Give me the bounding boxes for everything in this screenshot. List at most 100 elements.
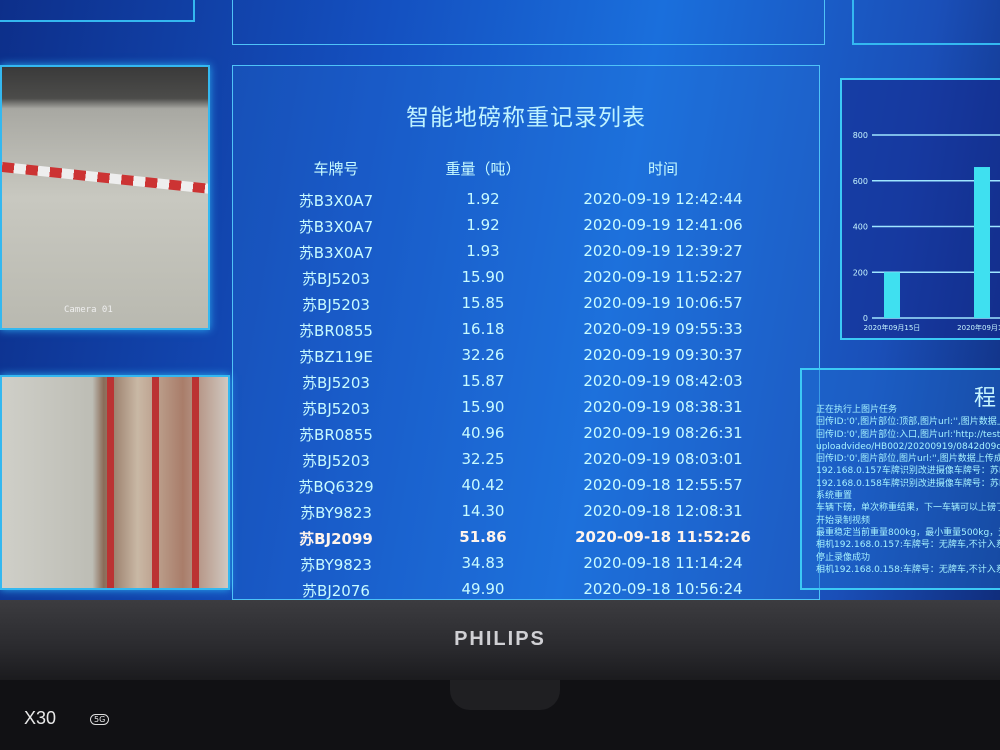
bar [884,272,900,318]
plate-cell: 苏BJ5203 [302,452,370,470]
weight-cell: 49.90 [461,580,505,598]
plate-cell: 苏B3X0A7 [298,244,374,262]
column-header-plate: 车牌号 [313,160,359,178]
table-header: 车牌号 重量（吨） 时间 [233,158,819,182]
weight-cell: 14.30 [461,502,505,520]
table-row: 苏B3X0A7 1.92 2020-09-19 12:41:06 [233,216,819,240]
camera-label: Camera 01 [64,305,113,315]
log-line: 回传ID:'0',图片部位:入口,图片url:'http://test- [816,429,1000,440]
pole [192,377,199,588]
monitor-stand [450,680,560,710]
page-title: 智能地磅称重记录列表 [406,105,646,131]
time-cell: 2020-09-18 11:52:26 [575,528,751,546]
time-cell: 2020-09-19 11:52:27 [583,268,743,286]
weight-cell: 1.92 [466,216,500,234]
x-tick-label: 2020年09月14 [957,323,1000,332]
log-title: 程 [973,386,996,411]
weight-cell: 16.18 [461,320,505,338]
table-row: 苏B3X0A7 1.92 2020-09-19 12:42:44 [233,190,819,214]
plate-cell: 苏BZ119E [299,348,373,366]
column-header-weight: 重量（吨） [445,160,521,178]
barrier-stripe [2,162,208,194]
monitor-screen: Camera 01 智能地磅称重记录列表 车牌号 重量（吨） 时间 苏B3X0A… [0,0,1000,605]
plate-cell: 苏BJ5203 [302,270,370,288]
time-cell: 2020-09-19 08:38:31 [583,398,743,416]
log-line: 相机192.168.0.157:车牌号：无牌车,不计入系统 [816,540,1000,551]
log-line: 回传ID:'0',图片部位:顶部,图片url:'',图片数据上 [816,417,1000,428]
table-row: 苏BJ5203 15.90 2020-09-19 11:52:27 [233,268,819,292]
column-header-time: 时间 [647,160,678,178]
top-left-panel [0,0,195,22]
y-tick-label: 800 [853,131,868,140]
log-line: 车辆下磅，单次称重结果，下一车辆可以上磅了 [816,503,1000,514]
plate-cell: 苏BJ2099 [299,530,373,548]
table-row: 苏BR0855 16.18 2020-09-19 09:55:33 [233,320,819,344]
weight-cell: 40.96 [461,424,505,442]
time-cell: 2020-09-18 11:14:24 [583,554,743,572]
weight-cell: 15.87 [461,372,505,390]
top-right-panel [852,0,1000,45]
weight-cell: 1.92 [466,190,500,208]
time-cell: 2020-09-18 12:55:57 [583,476,743,494]
weight-cell: 1.93 [466,242,500,260]
table-row: 苏BJ5203 15.90 2020-09-19 08:38:31 [233,398,819,422]
plate-cell: 苏BY9823 [300,556,372,574]
log-line: 相机192.168.0.158:车牌号：无牌车,不计入系统 [816,564,1000,575]
time-cell: 2020-09-19 08:42:03 [583,372,743,390]
weight-cell: 32.26 [461,346,505,364]
plate-cell: 苏B3X0A7 [298,192,374,210]
time-cell: 2020-09-19 09:30:37 [583,346,743,364]
weight-cell: 15.90 [461,398,505,416]
y-tick-label: 0 [863,314,868,323]
time-cell: 2020-09-19 08:03:01 [583,450,743,468]
table-row: 苏BJ5203 15.85 2020-09-19 10:06:57 [233,294,819,318]
table-row: 苏B3X0A7 1.93 2020-09-19 12:39:27 [233,242,819,266]
bar [974,167,990,318]
table-row: 苏BJ2099 51.86 2020-09-18 11:52:26 [233,528,819,552]
daily-weight-chart: 0 200 400 600 800 2020年09月15日 2020年09月14 [840,78,1000,340]
table-row: 苏BY9823 14.30 2020-09-18 12:08:31 [233,502,819,526]
log-line: 停止录像成功 [816,552,871,563]
weight-cell: 34.83 [461,554,505,572]
time-cell: 2020-09-18 12:08:31 [583,502,743,520]
pole [107,377,114,588]
program-log-panel: 程 正在执行上图片任务 回传ID:'0',图片部位:顶部,图片url:'',图片数… [800,368,1000,590]
plate-cell: 苏BQ6329 [298,478,374,496]
time-cell: 2020-09-19 10:06:57 [583,294,743,312]
log-line: 回传ID:'0',图片部位,图片url:'',图片数据上传成 [816,454,1000,465]
weighing-records-panel: 智能地磅称重记录列表 车牌号 重量（吨） 时间 苏B3X0A7 1.92 2020-… [232,65,820,600]
table-row: 苏BR0855 40.96 2020-09-19 08:26:31 [233,424,819,448]
plate-cell: 苏BJ5203 [302,296,370,314]
time-cell: 2020-09-19 09:55:33 [583,320,743,338]
table-row: 苏BJ5203 15.87 2020-09-19 08:42:03 [233,372,819,396]
bar-chart: 0 200 400 600 800 2020年09月15日 2020年09月14 [853,131,1000,332]
monitor-bezel [0,600,1000,680]
plate-cell: 苏BR0855 [299,322,373,340]
time-cell: 2020-09-19 12:41:06 [583,216,743,234]
time-cell: 2020-09-19 12:39:27 [583,242,743,260]
plate-cell: 苏BY9823 [300,504,372,522]
weight-cell: 32.25 [461,450,505,468]
camera-feed-2 [0,375,230,590]
weight-cell: 51.86 [459,528,507,546]
table-row: 苏BJ2076 49.90 2020-09-18 10:56:24 [233,580,819,604]
plate-cell: 苏BR0855 [299,426,373,444]
plate-cell: 苏B3X0A7 [298,218,374,236]
plate-cell: 苏BJ5203 [302,374,370,392]
5g-badge: 5G [90,714,110,725]
monitor-brand-logo: PHILIPS [454,628,546,650]
table-row: 苏BQ6329 40.42 2020-09-18 12:55:57 [233,476,819,500]
time-cell: 2020-09-18 10:56:24 [583,580,743,598]
weight-cell: 15.90 [461,268,505,286]
top-center-panel [232,0,825,45]
log-line: uploadvideo/HB002/20200919/0842d09d- [816,441,1000,452]
camera-watermark: X30 [24,708,57,728]
log-line: 开始录制视频 [816,515,871,526]
log-line: 最重稳定当前重量800kg，最小重量500kg，无车 [816,527,1000,538]
pole [152,377,159,588]
log-line: 192.168.0.158车牌识别改进摄像车牌号：苏B3 [816,478,1000,489]
time-cell: 2020-09-19 08:26:31 [583,424,743,442]
plate-cell: 苏BJ2076 [302,582,370,600]
time-cell: 2020-09-19 12:42:44 [583,190,743,208]
camera-feed-1: Camera 01 [0,65,210,330]
